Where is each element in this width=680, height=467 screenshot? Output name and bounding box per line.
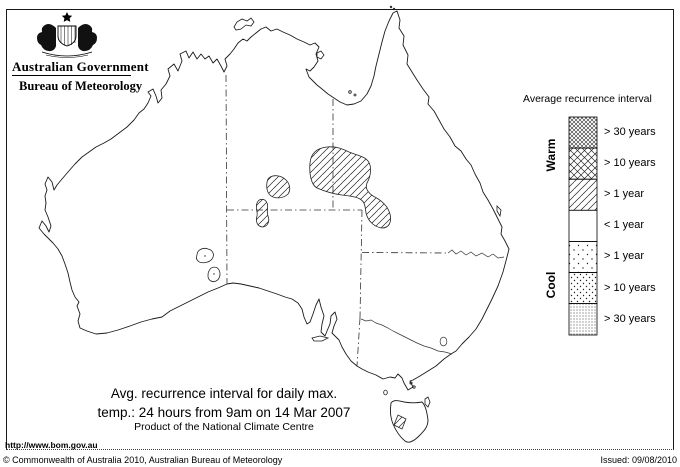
australia-coastline: [38, 10, 510, 391]
king-island: [383, 389, 388, 396]
legend-item-label: > 1 year: [604, 250, 645, 262]
tiwi-islands: [233, 17, 255, 31]
legend-item-label: > 30 years: [604, 313, 656, 325]
border-qld-nsw: [361, 252, 449, 254]
islands: [233, 5, 502, 408]
legend-swatch-warm-10: [568, 147, 598, 180]
legend-item-label: < 1 year: [604, 219, 645, 231]
legend-bar: [568, 116, 598, 336]
legend-swatch-cool-10: [568, 272, 598, 305]
map-caption-line1: Avg. recurrence interval for daily max.: [110, 386, 338, 401]
australian-government-label: Australian Government: [12, 59, 149, 74]
warm-anomaly-regions: [255, 146, 407, 430]
flinders-island: [424, 396, 431, 408]
map-caption-line2: temp.: 24 hours from 9am on 14 Mar 2007: [97, 405, 351, 420]
legend-swatch-warm-30: [568, 116, 598, 149]
warm-region-large: [309, 146, 391, 229]
logo-divider: [12, 75, 131, 76]
cool-region-1: [195, 247, 214, 264]
legend-item-label: > 30 years: [604, 126, 656, 138]
border-nsw-vic-murray: [360, 318, 453, 355]
coat-of-arms-icon: [37, 12, 97, 58]
border-qld-nsw-river: [447, 249, 505, 259]
copyright-notice: © Commonwealth of Australia 2010, Austra…: [3, 455, 283, 465]
state-borders: [225, 74, 449, 367]
bureau-of-meteorology-label: Bureau of Meteorology: [19, 79, 143, 93]
groote-island: [316, 50, 325, 60]
legend-item-label: > 10 years: [604, 157, 656, 169]
border-wa: [225, 74, 228, 285]
bom-url: http://www.bom.gov.au: [5, 440, 98, 450]
warm-region-tasmania: [393, 414, 407, 430]
border-sa-vic: [356, 317, 361, 367]
fraser-island: [496, 205, 502, 218]
warm-region-small: [255, 198, 270, 228]
issued-date: Issued: 09/08/2010: [600, 455, 677, 465]
kangaroo-island: [311, 335, 330, 342]
legend-item-label: > 10 years: [604, 282, 656, 294]
map-caption-line3: Product of the National Climate Centre: [134, 421, 314, 433]
border-sa-east: [359, 209, 363, 319]
map-frame: [6, 9, 674, 450]
legend-swatch-warm-1: [568, 178, 598, 211]
river-borders: [360, 249, 505, 355]
warm-region-medium: [266, 175, 291, 199]
legend-warm-label: Warm: [544, 138, 558, 172]
legend-title: Average recurrence interval: [523, 93, 652, 105]
legend-swatch-cool-30: [568, 303, 598, 336]
act-boundary: [439, 336, 448, 347]
tasmania-outline: [389, 400, 429, 443]
legend-swatch-neutral: [568, 209, 598, 242]
legend-item-label: > 1 year: [604, 188, 645, 200]
cool-anomaly-regions: [195, 247, 221, 283]
legend-cool-label: Cool: [544, 271, 558, 299]
cool-region-2: [207, 266, 221, 283]
legend-swatch-cool-1: [568, 240, 598, 273]
